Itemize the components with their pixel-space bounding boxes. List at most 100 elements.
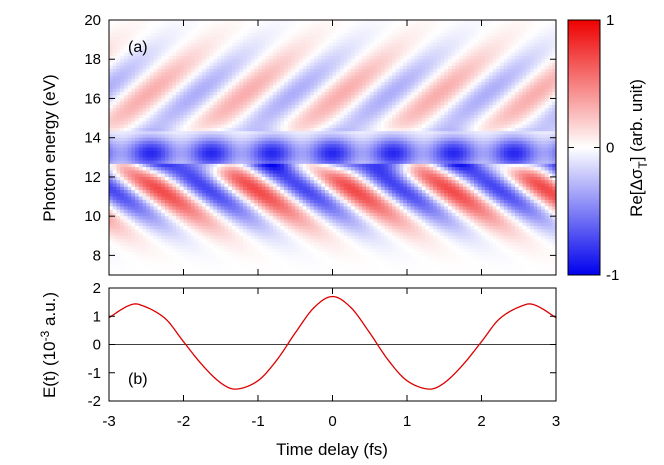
heatmap-cell-4317 xyxy=(313,108,319,113)
heatmap-cell-4923 xyxy=(343,49,349,54)
heatmap-cell-3441 xyxy=(272,49,278,54)
heatmap-cell-4134 xyxy=(306,20,311,24)
heatmap-cell-2836 xyxy=(243,111,248,116)
heatmap-cell-2673 xyxy=(235,88,240,93)
heatmap-cell-615 xyxy=(135,245,140,250)
heatmap-cell-3095 xyxy=(254,193,259,198)
heatmap-cell-1361 xyxy=(172,134,177,139)
heatmap-cell-3707 xyxy=(284,154,289,158)
heatmap-cell-2417 xyxy=(220,271,226,275)
heatmap-cell-1599 xyxy=(183,147,188,152)
heatmap-cell-3026 xyxy=(250,222,255,227)
heatmap-cell-4516 xyxy=(321,248,326,253)
heatmap-cell-396 xyxy=(127,39,132,44)
heatmap-cell-1841 xyxy=(194,173,200,178)
heatmap-cell-943 xyxy=(153,42,159,47)
heatmap-cell-3805 xyxy=(287,219,293,224)
heatmap-cell-1750 xyxy=(190,131,196,136)
heatmap-cell-1099 xyxy=(161,42,166,47)
heatmap-cell-1914 xyxy=(198,157,203,162)
heatmap-cell-3314 xyxy=(265,144,270,149)
heatmap-cell-13 xyxy=(109,62,114,67)
heatmap-cell-2879 xyxy=(243,252,248,256)
heatmap-cell-699 xyxy=(138,265,144,270)
heatmap-cell-2926 xyxy=(246,150,252,155)
heatmap-cell-2524 xyxy=(228,111,233,116)
heatmap-cell-3330 xyxy=(265,196,270,201)
heatmap-cell-487 xyxy=(131,82,136,86)
heatmap-cell-4180 xyxy=(306,170,311,175)
heatmap-cell-3733 xyxy=(284,239,289,243)
heatmap-cell-2405 xyxy=(220,232,226,237)
heatmap-cell-250 xyxy=(120,72,125,77)
heatmap-cell-841 xyxy=(146,219,151,224)
heatmap-cell-4978 xyxy=(343,229,349,234)
heatmap-cell-3871 xyxy=(291,180,296,185)
heatmap-cell-1245 xyxy=(164,265,170,270)
heatmap-cell-56 xyxy=(109,203,114,207)
heatmap-cell-3385 xyxy=(269,121,274,126)
heatmap-cell-1878 xyxy=(198,39,203,44)
heatmap-cell-411 xyxy=(127,88,132,93)
heatmap-cell-2247 xyxy=(213,225,218,230)
heatmap-cell-3263 xyxy=(261,232,267,237)
heatmap-cell-4218 xyxy=(310,39,315,44)
heatmap-cell-2428 xyxy=(224,52,229,57)
heatmap-cell-81 xyxy=(112,29,118,34)
heatmap-cell-279 xyxy=(120,167,125,171)
heatmap-cell-3736 xyxy=(284,248,289,253)
heatmap-cell-3749 xyxy=(287,36,293,41)
heatmap-cell-3509 xyxy=(272,271,278,275)
heatmap-cell-1 xyxy=(109,23,114,28)
heatmap-cell-439 xyxy=(127,180,132,185)
heatmap-cell-1300 xyxy=(168,190,173,194)
heatmap-cell-3202 xyxy=(261,33,267,37)
heatmap-cell-2348 xyxy=(220,46,226,51)
heatmap-cell-265 xyxy=(120,121,125,126)
heatmap-cell-764 xyxy=(142,222,147,227)
heatmap-cell-1723 xyxy=(190,42,196,47)
heatmap-cell-4297 xyxy=(313,42,319,47)
heatmap-cell-3080 xyxy=(254,144,259,149)
heatmap-cell-318 xyxy=(123,39,129,44)
heatmap-cell-3937 xyxy=(295,140,300,145)
heatmap-cell-3085 xyxy=(254,160,259,165)
heatmap-cell-1288 xyxy=(168,150,173,155)
heatmap-cell-1062 xyxy=(157,176,162,181)
heatmap-cell-2761 xyxy=(239,121,244,126)
heatmap-cell-1151 xyxy=(161,212,166,217)
heatmap-cell-1262 xyxy=(168,65,173,70)
heatmap-cell-3320 xyxy=(265,163,270,168)
heatmap-cell-1840 xyxy=(194,170,200,175)
heatmap-cell-3055 xyxy=(254,62,259,67)
heatmap-cell-1315 xyxy=(168,239,173,243)
heatmap-cell-3233 xyxy=(261,134,267,139)
heatmap-cell-1991 xyxy=(202,154,207,158)
heatmap-cell-809 xyxy=(146,114,151,119)
heatmap-cell-60 xyxy=(109,216,114,221)
heatmap-cell-4658 xyxy=(328,203,334,207)
heatmap-cell-2821 xyxy=(243,62,248,67)
heatmap-cell-3301 xyxy=(265,101,270,106)
heatmap-cell-3580 xyxy=(276,248,281,253)
heatmap-cell-4689 xyxy=(332,49,337,54)
heatmap-cell-3181 xyxy=(258,219,263,224)
heatmap-cell-4415 xyxy=(317,173,322,178)
heatmap-cell-3446 xyxy=(272,65,278,70)
heatmap-cell-2565 xyxy=(228,245,233,250)
heatmap-cell-278 xyxy=(120,163,125,168)
heatmap-cell-2397 xyxy=(220,206,226,211)
heatmap-cell-302 xyxy=(120,242,125,247)
heatmap-cell-3739 xyxy=(284,258,289,263)
heatmap-cell-4645 xyxy=(328,160,334,165)
heatmap-cell-4244 xyxy=(310,124,315,129)
heatmap-cell-2881 xyxy=(243,258,248,263)
heatmap-cell-3546 xyxy=(276,137,281,142)
heatmap-cell-1368 xyxy=(172,157,177,162)
heatmap-cell-3498 xyxy=(272,235,278,240)
heatmap-cell-4633 xyxy=(328,121,334,126)
heatmap-cell-4091 xyxy=(302,134,308,139)
heatmap-cell-1674 xyxy=(187,137,192,142)
heatmap-cell-1391 xyxy=(172,232,177,237)
heatmap-cell-703 xyxy=(142,23,147,28)
